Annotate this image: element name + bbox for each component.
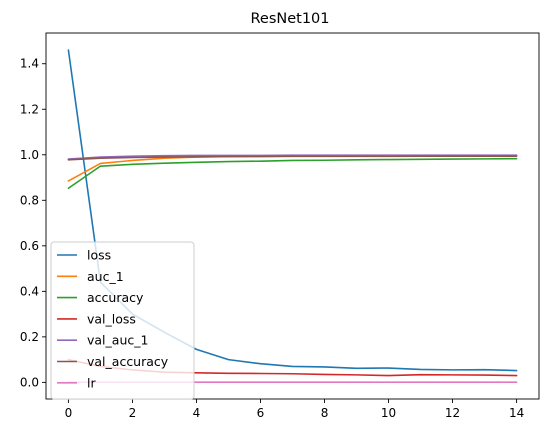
axes-layer: 0 2 4 6 8 10 12 14 0.0 0.2 0.4 0.6 0.8 1.0 1.2 1.4	[20, 32, 540, 420]
x-tick-label: 8	[321, 406, 329, 420]
x-tick-label: 14	[509, 406, 524, 420]
y-tick-label: 0.6	[20, 239, 39, 253]
x-tick-label: 6	[257, 406, 265, 420]
x-tick-label: 10	[381, 406, 396, 420]
chart-title: ResNet101	[250, 11, 329, 27]
legend: loss auc_1 accuracy val_loss val_auc_1 val_ac…	[50, 241, 195, 400]
x-tick-label: 12	[445, 406, 460, 420]
series-line-accuracy	[67, 157, 518, 190]
x-tick-label: 0	[65, 406, 73, 420]
legend-label-val-accuracy: val_accuracy	[87, 354, 169, 369]
series-line-val-accuracy	[67, 155, 518, 161]
series-line-val-auc-1	[67, 154, 518, 160]
y-tick-label: 0.4	[20, 284, 39, 298]
legend-label-auc-1: auc_1	[87, 269, 124, 284]
y-tick-label: 0.2	[20, 330, 39, 344]
legend-box	[50, 241, 195, 400]
y-tick-label: 1.0	[20, 148, 39, 162]
legend-label-lr: lr	[87, 375, 96, 390]
y-tick-label: 0.8	[20, 193, 39, 207]
y-tick-label: 1.2	[20, 102, 39, 116]
x-tick-label: 4	[193, 406, 201, 420]
legend-label-accuracy: accuracy	[87, 290, 144, 305]
legend-label-val-auc-1: val_auc_1	[87, 333, 148, 348]
legend-label-loss: loss	[87, 248, 111, 263]
x-tick-label: 2	[129, 406, 137, 420]
y-tick-label: 1.4	[20, 57, 39, 71]
y-tick-label: 0.0	[20, 375, 39, 389]
legend-label-val-loss: val_loss	[87, 311, 136, 326]
plot-frame	[45, 32, 540, 400]
